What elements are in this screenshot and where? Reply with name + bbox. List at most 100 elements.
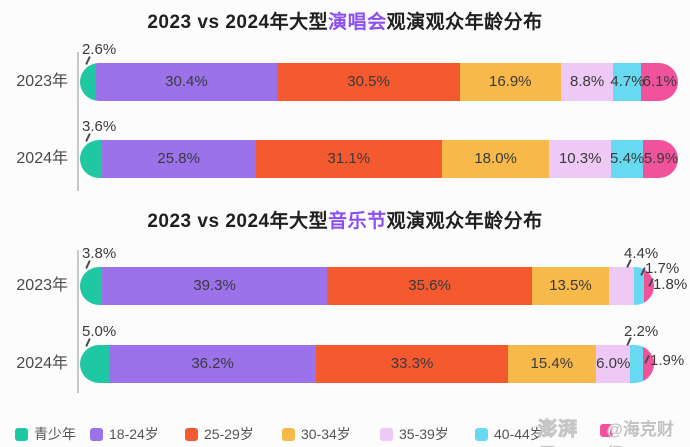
value-label: 3.8% [82, 245, 117, 262]
bar-segment [80, 267, 102, 305]
bar-segment [108, 345, 317, 383]
bar-segment [459, 63, 561, 101]
callout-tick [644, 355, 650, 364]
bar-segment [531, 267, 610, 305]
bar-segment [327, 267, 532, 305]
bar-segment [277, 63, 460, 101]
festival-chart-title: 2023 vs 2024年大型音乐节观演观众年龄分布 [0, 206, 690, 233]
value-label: 1.9% [650, 352, 685, 369]
title-prefix: 2023 vs 2024年大型 [147, 12, 329, 33]
stacked-bar [80, 63, 678, 101]
value-label: 30.5% [347, 73, 390, 90]
value-label: 31.1% [327, 150, 371, 167]
value-label: 3.6% [82, 118, 117, 135]
bar-value-labels: 3.6% 25.8% 31.1% 18.0% 10.3% 5.4% 5.9% [80, 118, 679, 178]
value-label: 33.3% [390, 355, 434, 372]
bar-segment [610, 140, 644, 178]
value-label: 5.4% [610, 150, 645, 167]
value-label: 16.9% [488, 73, 532, 90]
value-label: 2.2% [624, 323, 659, 340]
value-label: 25.8% [157, 150, 200, 167]
title-prefix: 2023 vs 2024年大型 [147, 211, 329, 232]
legend-swatch [185, 427, 198, 441]
bar-segment [613, 63, 642, 101]
title-highlight: 演唱会 [328, 12, 387, 33]
value-label: 36.2% [191, 355, 234, 372]
legend-item: 18-24岁 [90, 424, 159, 444]
title-highlight: 音乐节 [328, 211, 387, 232]
legend-item: 40-44岁 [475, 424, 544, 444]
bar-segment [255, 140, 442, 178]
legend-label: 18-24岁 [109, 426, 159, 442]
bar-value-labels: 5.0% 36.2% 33.3% 15.4% 6.0% 2.2% 1.9% [80, 323, 684, 383]
bar-segment [643, 140, 678, 178]
bar-segment [101, 267, 328, 305]
value-label: 5.9% [643, 150, 679, 167]
legend-swatch [15, 427, 28, 441]
bar-segment [560, 63, 614, 101]
legend-item: 30-34岁 [282, 424, 351, 444]
bar-value-labels: 2.6% 30.4% 30.5% 16.9% 8.8% 4.7% 6.1% [80, 41, 678, 101]
bar-segment [609, 267, 635, 305]
value-label: 35.6% [408, 277, 451, 294]
bar-segment [549, 140, 611, 178]
bar-segment [316, 345, 508, 383]
value-label: 8.8% [569, 73, 605, 90]
value-label: 30.4% [165, 73, 208, 90]
value-label: 6.0% [596, 355, 631, 372]
bar-segment [596, 345, 631, 383]
legend-label: 35-39岁 [399, 426, 449, 442]
value-label: 13.5% [549, 277, 592, 294]
stacked-bar [80, 140, 678, 178]
legend-label: 40-44岁 [494, 426, 544, 442]
bar-segment [80, 140, 102, 178]
value-label: 4.4% [624, 245, 659, 262]
y-axis-line [77, 250, 79, 393]
legend-label: 青少年 [34, 426, 76, 442]
value-label: 4.7% [610, 73, 645, 90]
title-suffix: 观演观众年龄分布 [386, 12, 543, 33]
bar-value-labels: 3.8% 39.3% 35.6% 13.5% 4.4% 1.7% 1.8% [80, 245, 687, 305]
legend-swatch [380, 427, 393, 441]
value-label: 1.7% [645, 260, 680, 277]
y-axis-line [77, 52, 79, 191]
bar-segment [101, 140, 256, 178]
bar-segment [507, 345, 596, 383]
watermark-platform-text: 澎湃号 [537, 419, 579, 447]
bar-segment [80, 63, 96, 101]
value-label: 18.0% [474, 150, 517, 167]
legend-item: 青少年 [15, 424, 76, 444]
row-label: 2023年 [16, 277, 68, 294]
legend-item [600, 424, 619, 437]
value-label: 6.1% [642, 73, 677, 90]
bar-segment [95, 63, 278, 101]
row-label: 2024年 [16, 355, 68, 372]
value-label: 15.4% [530, 355, 574, 372]
row-label: 2023年 [16, 73, 68, 90]
legend-swatch [282, 427, 295, 441]
legend-swatch [475, 427, 488, 441]
legend-label: 25-29岁 [204, 426, 254, 442]
bar-segment [441, 140, 550, 178]
stacked-bar [80, 345, 654, 383]
row-label: 2024年 [16, 150, 68, 167]
stacked-bar [80, 267, 654, 305]
value-label: 10.3% [558, 150, 602, 167]
value-label: 39.3% [193, 277, 236, 294]
concert-chart-title: 2023 vs 2024年大型演唱会观演观众年龄分布 [0, 7, 690, 34]
watermark: 澎湃号 @海克财经 [537, 414, 690, 447]
bar-segment [80, 345, 109, 383]
legend-item: 25-29岁 [185, 424, 254, 444]
title-suffix: 观演观众年龄分布 [386, 211, 543, 232]
bar-segment [643, 345, 654, 383]
value-label: 5.0% [82, 323, 117, 340]
value-label: 1.8% [653, 276, 688, 293]
watermark-account-text: @海克财经 [606, 420, 674, 447]
legend-item: 35-39岁 [380, 424, 449, 444]
legend-swatch [600, 424, 613, 437]
legend-label: 30-34岁 [301, 426, 351, 442]
bar-segment [630, 345, 644, 383]
bar-segment [634, 267, 645, 305]
value-label: 2.6% [82, 41, 117, 58]
